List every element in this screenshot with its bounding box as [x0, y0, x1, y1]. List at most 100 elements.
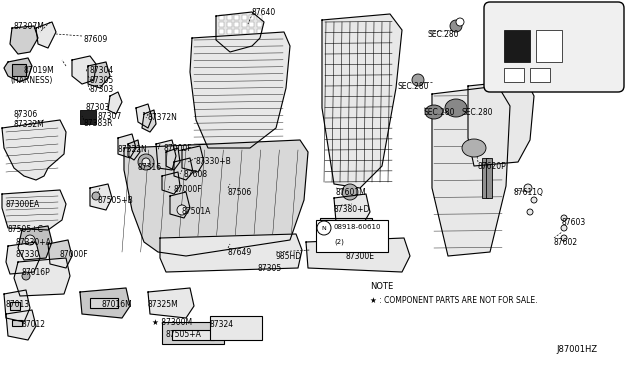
Text: SEC.280: SEC.280: [398, 82, 429, 91]
Text: 87000F: 87000F: [60, 250, 88, 259]
Text: 87506: 87506: [228, 188, 252, 197]
Polygon shape: [10, 26, 38, 54]
Bar: [210, 316, 262, 340]
Text: 86400: 86400: [554, 40, 579, 49]
Text: 87324: 87324: [210, 320, 234, 329]
Circle shape: [524, 184, 532, 192]
Text: N: N: [322, 225, 326, 231]
Polygon shape: [170, 192, 190, 218]
Bar: [80, 110, 96, 124]
Polygon shape: [216, 12, 264, 52]
Circle shape: [342, 184, 358, 200]
Text: 87601M: 87601M: [336, 188, 367, 197]
Polygon shape: [322, 14, 402, 188]
Bar: [250, 29, 255, 34]
Text: 87602: 87602: [554, 238, 578, 247]
Bar: [257, 43, 262, 48]
Polygon shape: [128, 140, 140, 160]
Bar: [219, 15, 224, 20]
Circle shape: [412, 74, 424, 86]
Polygon shape: [334, 194, 370, 226]
Bar: [219, 36, 224, 41]
Text: 87620P: 87620P: [478, 162, 507, 171]
Polygon shape: [156, 140, 176, 170]
Bar: [504, 30, 530, 62]
Polygon shape: [174, 158, 193, 180]
Text: 87305: 87305: [258, 264, 282, 273]
Bar: [242, 15, 247, 20]
Bar: [536, 30, 562, 62]
Text: 87012: 87012: [22, 320, 46, 329]
Bar: [257, 22, 262, 27]
Bar: [234, 36, 239, 41]
Circle shape: [456, 18, 464, 26]
Bar: [219, 22, 224, 27]
Bar: [227, 36, 232, 41]
Bar: [172, 330, 214, 340]
Bar: [162, 322, 224, 344]
Bar: [242, 29, 247, 34]
Polygon shape: [108, 92, 122, 114]
Circle shape: [92, 192, 100, 200]
Text: 87609: 87609: [83, 35, 108, 44]
Polygon shape: [166, 148, 180, 170]
Text: SEC.280: SEC.280: [462, 108, 493, 117]
Text: ★ 87300M: ★ 87300M: [152, 318, 192, 327]
Text: SEC.280: SEC.280: [424, 108, 456, 117]
Polygon shape: [136, 104, 152, 128]
Text: 87505+A: 87505+A: [165, 330, 201, 339]
Polygon shape: [88, 62, 110, 88]
Text: (HARNESS): (HARNESS): [10, 76, 52, 85]
Bar: [250, 43, 255, 48]
Bar: [234, 15, 239, 20]
Text: 87016P: 87016P: [22, 268, 51, 277]
Polygon shape: [2, 120, 66, 180]
Bar: [10, 302, 20, 310]
Polygon shape: [118, 134, 136, 158]
Text: 87649: 87649: [228, 248, 252, 257]
Text: 87332M: 87332M: [14, 120, 45, 129]
Polygon shape: [468, 80, 534, 166]
Bar: [250, 15, 255, 20]
Text: 87501A: 87501A: [181, 207, 211, 216]
Text: 87013: 87013: [5, 300, 29, 309]
Text: NOTE: NOTE: [370, 282, 393, 291]
Polygon shape: [48, 240, 72, 268]
Circle shape: [527, 209, 533, 215]
Text: 87330: 87330: [16, 250, 40, 259]
Circle shape: [138, 154, 154, 170]
Text: 87372N: 87372N: [148, 113, 178, 122]
Text: 87505+B: 87505+B: [98, 196, 134, 205]
Text: 87000F: 87000F: [174, 185, 203, 194]
Text: 87330+E: 87330+E: [322, 220, 357, 229]
Polygon shape: [306, 238, 410, 272]
Text: 87603: 87603: [562, 218, 586, 227]
Text: SEC.280: SEC.280: [428, 30, 460, 39]
Text: 87330+A: 87330+A: [16, 238, 52, 247]
Circle shape: [450, 20, 462, 32]
Text: 87316: 87316: [138, 163, 162, 172]
Polygon shape: [80, 288, 130, 318]
Text: 87305: 87305: [90, 76, 115, 85]
Bar: [219, 29, 224, 34]
Polygon shape: [2, 190, 66, 230]
Circle shape: [561, 225, 567, 231]
Polygon shape: [182, 146, 204, 172]
Bar: [12, 64, 26, 76]
Polygon shape: [124, 140, 308, 256]
Polygon shape: [18, 226, 52, 260]
Bar: [234, 43, 239, 48]
Bar: [257, 29, 262, 34]
Bar: [504, 68, 524, 82]
Polygon shape: [4, 290, 30, 322]
Circle shape: [22, 272, 30, 280]
Text: 87304: 87304: [90, 66, 115, 75]
Text: 87300E: 87300E: [346, 252, 375, 261]
Ellipse shape: [445, 99, 467, 117]
Text: 87019M: 87019M: [24, 66, 55, 75]
Text: 87016M: 87016M: [102, 300, 132, 309]
Bar: [242, 22, 247, 27]
Polygon shape: [6, 310, 36, 340]
Text: 87000F: 87000F: [163, 144, 191, 153]
Bar: [242, 36, 247, 41]
